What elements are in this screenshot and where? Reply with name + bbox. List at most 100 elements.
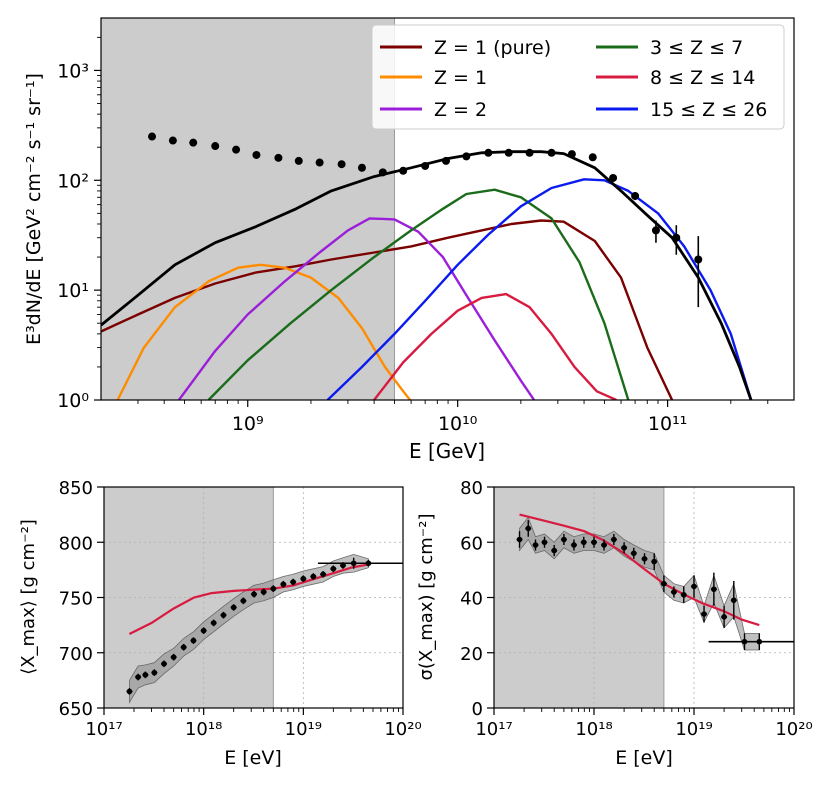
series-z2-line — [177, 217, 536, 400]
data-point — [721, 614, 727, 620]
data-point — [330, 565, 337, 572]
legend-label-z8-14: 8 ≤ Z ≤ 14 — [650, 67, 755, 89]
y-tick-label: 650 — [59, 699, 93, 720]
data-point — [701, 611, 707, 617]
data-point — [310, 573, 317, 580]
data-point — [601, 542, 607, 548]
spectrum-y-tick-label: 10² — [57, 170, 89, 192]
xmax-sigma-panel: 10¹⁷ 10¹⁸ 10¹⁹ 10²⁰ 0 20 40 60 80 E [eV] σ(X_ma… — [416, 478, 813, 769]
series-z1-line — [116, 263, 412, 400]
data-point — [290, 579, 296, 585]
x-tick-label: 10¹⁷ — [475, 719, 512, 740]
data-point — [561, 536, 567, 543]
x-tick-label: 10¹⁹ — [675, 719, 712, 740]
data-point — [680, 591, 687, 598]
y-tick-label: 60 — [460, 533, 483, 554]
uncertainty-band — [519, 516, 760, 651]
spectrum-data-point — [337, 160, 346, 169]
x-tick-label: 10²⁰ — [384, 719, 421, 740]
x-tick-label: 10¹⁸ — [575, 719, 612, 740]
data-point — [251, 591, 257, 597]
spectrum-data-point — [547, 148, 556, 157]
data-point — [350, 560, 357, 567]
data-point — [240, 598, 247, 604]
spectrum-x-tick-label: 10¹¹ — [648, 413, 687, 435]
spectrum-y-label: E³dN/dE [GeV² cm⁻² s⁻¹ sr⁻¹] — [23, 73, 45, 345]
spectrum-data-point — [484, 148, 493, 157]
data-point — [611, 536, 617, 543]
data-point — [551, 547, 558, 554]
data-point — [621, 544, 627, 551]
legend-box — [371, 24, 785, 130]
data-point — [135, 674, 141, 680]
x-tick-label: 10¹⁷ — [85, 719, 122, 740]
y-tick-label: 80 — [460, 478, 483, 499]
spectrum-y-tick-label: 10³ — [57, 60, 89, 82]
data-point — [571, 542, 577, 548]
sigma-x-ticks: 10¹⁷ 10¹⁸ 10¹⁹ 10²⁰ — [475, 708, 813, 740]
xmax-data — [126, 553, 403, 704]
spectrum-data-point — [294, 156, 303, 165]
spectrum-x-ticks: 10⁹ 10¹⁰ 10¹¹ — [137, 400, 769, 435]
x-tick-label: 10¹⁹ — [285, 719, 322, 740]
xmax-y-ticks: 650 700 750 800 850 — [59, 478, 104, 720]
spectrum-data-point — [357, 163, 366, 172]
spectrum-data-point — [148, 132, 157, 141]
spectrum-x-tick-label: 10⁹ — [232, 413, 264, 435]
data-point — [280, 581, 287, 588]
spectrum-data-point — [651, 226, 660, 235]
series-z3-7-line — [207, 188, 630, 400]
data-point — [270, 585, 277, 592]
data-point — [730, 597, 737, 604]
xmax-x-ticks: 10¹⁷ 10¹⁸ 10¹⁹ 10²⁰ — [85, 708, 422, 740]
data-point — [541, 539, 548, 546]
data-point — [151, 669, 158, 676]
spectrum-y-tick-label: 10¹ — [57, 280, 89, 302]
spectrum-data-point — [694, 255, 703, 264]
spectrum-x-tick-label: 10¹⁰ — [438, 413, 477, 435]
spectrum-data-point — [504, 148, 513, 157]
spectrum-y-tick-label: 10⁰ — [57, 390, 89, 412]
x-tick-label: 10²⁰ — [775, 719, 812, 740]
spectrum-data-point — [378, 168, 387, 177]
data-point — [142, 672, 149, 678]
data-point — [661, 580, 667, 587]
data-point — [300, 575, 307, 582]
spectrum-panel: 10⁹ 10¹⁰ 10¹¹ 10⁰ 10¹ 10² 10³ E [GeV] E³dN/dE… — [23, 17, 795, 463]
data-point — [220, 612, 227, 618]
spectrum-data-point — [567, 150, 576, 159]
data-point — [180, 644, 187, 651]
spectrum-data-point — [232, 145, 241, 154]
data-point — [516, 536, 523, 543]
data-point — [126, 688, 133, 695]
legend-label-z1: Z = 1 — [434, 67, 487, 89]
spectrum-data-points — [148, 132, 703, 308]
data-point — [320, 571, 326, 578]
legend-label-z2: Z = 2 — [434, 99, 487, 121]
x-tick-label: 10¹⁸ — [185, 719, 222, 740]
data-point — [630, 550, 637, 557]
sigma-y-label: σ(X_max) [g cm⁻²] — [416, 513, 437, 680]
spectrum-data-point — [399, 166, 408, 175]
xmax-y-label: ⟨X_max⟩ [g cm⁻²] — [18, 519, 39, 675]
spectrum-data-point — [631, 191, 640, 200]
spectrum-data-point — [609, 173, 618, 182]
data-point — [190, 637, 197, 644]
legend-label-z1-pure: Z = 1 (pure) — [434, 37, 551, 59]
xmax-x-label: E [eV] — [224, 747, 282, 769]
legend-label-z15-26: 15 ≤ Z ≤ 26 — [650, 99, 767, 121]
y-tick-label: 800 — [59, 533, 93, 554]
data-point — [210, 620, 217, 626]
spectrum-data-point — [442, 156, 451, 165]
y-tick-label: 850 — [59, 478, 93, 499]
series-z8-14-line — [373, 292, 617, 400]
sigma-plot-frame — [493, 486, 795, 709]
data-point — [691, 583, 697, 590]
data-point — [591, 539, 597, 546]
y-tick-label: 750 — [59, 589, 93, 610]
spectrum-x-label: E [GeV] — [409, 439, 485, 463]
spectrum-data-point — [672, 233, 681, 242]
series-total-line — [101, 150, 753, 400]
